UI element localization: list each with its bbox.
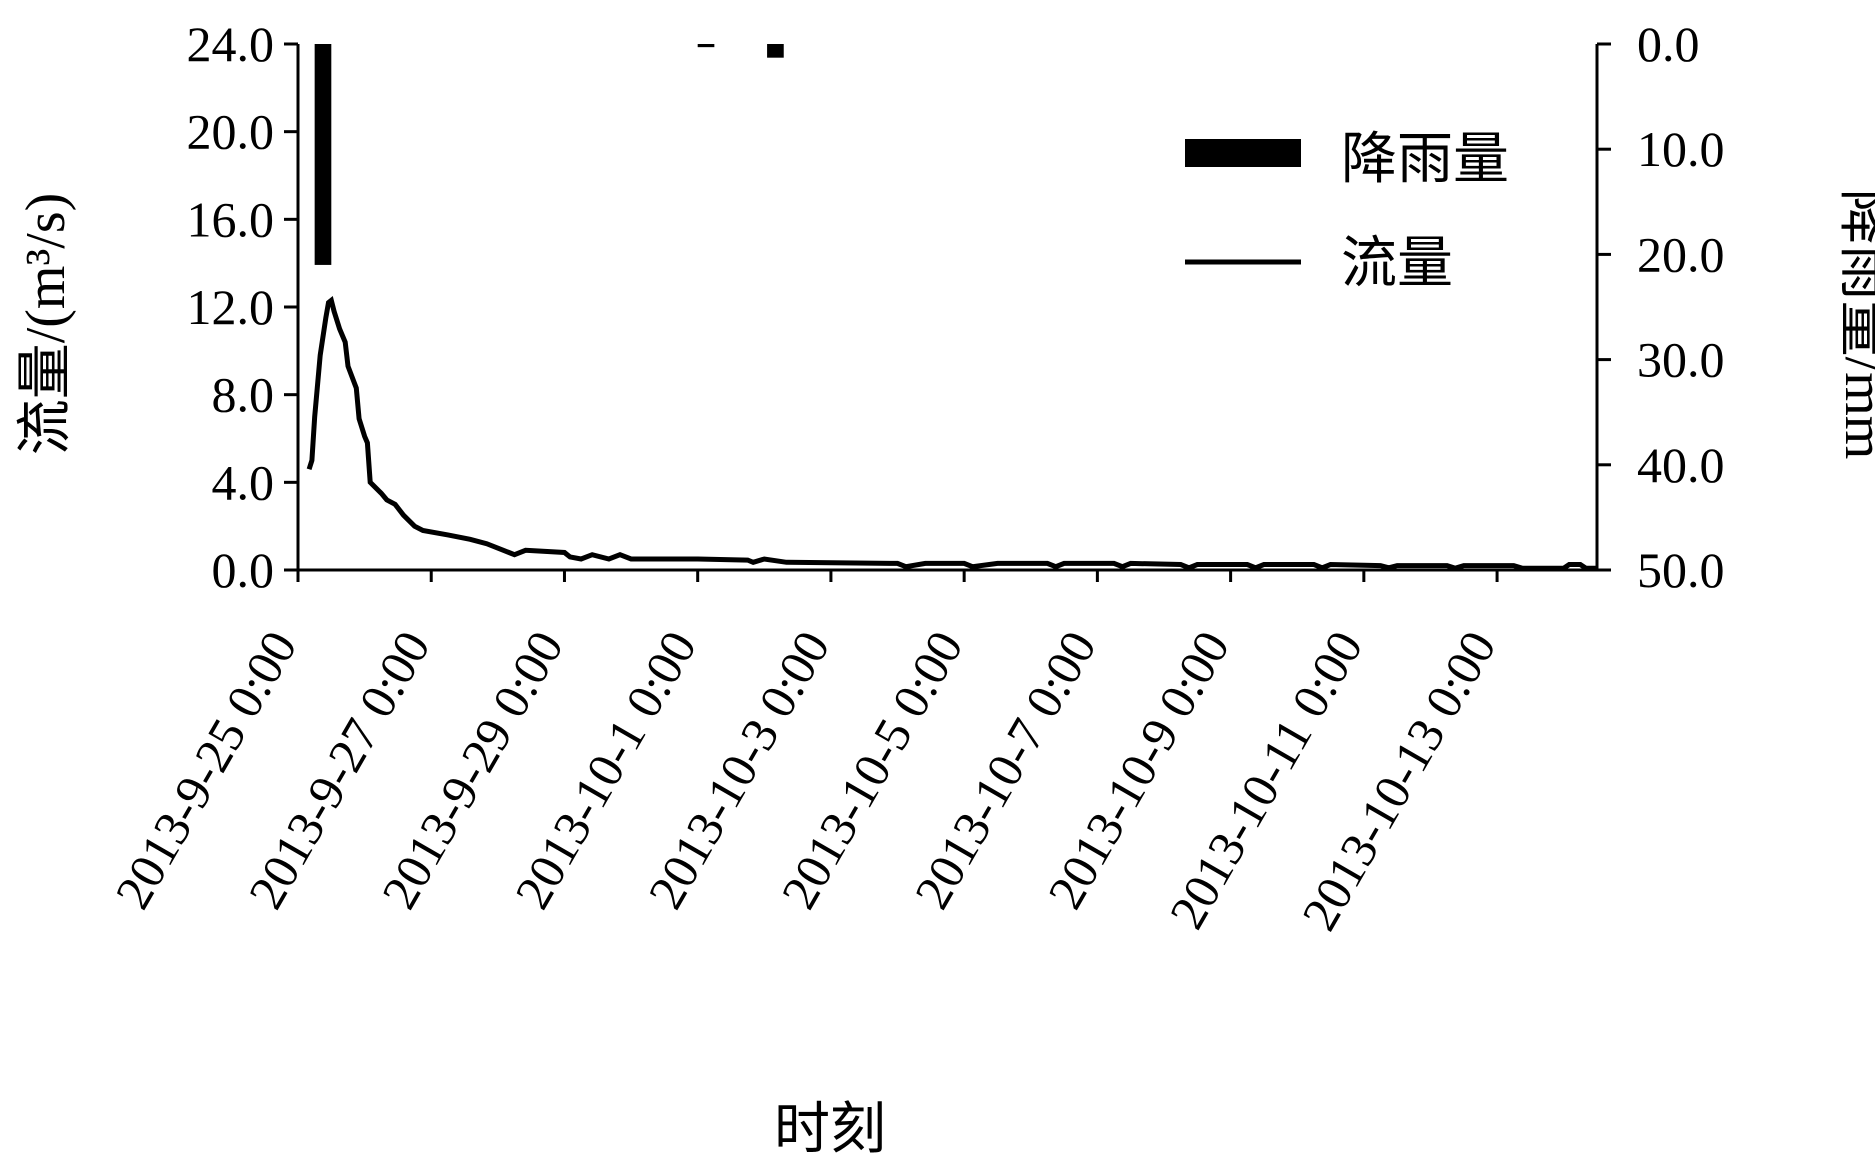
rainfall-bar: [314, 44, 332, 265]
flow-line: [306, 296, 1597, 571]
right-axis-tick-label: 50.0: [1637, 542, 1725, 598]
right-axis-tick-label: 30.0: [1637, 332, 1725, 388]
left-axis-tick-label: 24.0: [187, 16, 275, 72]
left-axis: 0.0 4.0 8.0 12.0 16.0 20.0 24.0: [187, 16, 298, 598]
x-axis-title: 时刻: [774, 1099, 886, 1161]
rainfall-bar: [697, 44, 715, 48]
y-axis-title-right: 降雨量/mm: [1833, 189, 1875, 460]
legend-swatch-rainfall: [1185, 139, 1301, 167]
legend-label-rainfall: 降雨量: [1341, 129, 1509, 191]
right-axis: 0.0 10.0 20.0 30.0 40.0 50.0: [1597, 16, 1725, 598]
legend: 降雨量 流量: [1185, 129, 1509, 295]
right-axis-tick-label: 10.0: [1637, 121, 1725, 177]
left-axis-tick-label: 4.0: [212, 454, 275, 510]
legend-label-flow: 流量: [1341, 233, 1453, 295]
left-axis-tick-label: 8.0: [212, 367, 275, 423]
plot-area: [296, 44, 1599, 572]
rainfall-bars: [314, 44, 784, 265]
left-axis-tick-label: 0.0: [212, 542, 275, 598]
right-axis-tick-label: 20.0: [1637, 226, 1725, 282]
right-axis-tick-label: 0.0: [1637, 16, 1700, 72]
right-axis-tick-label: 40.0: [1637, 437, 1725, 493]
y-axis-title-left: 流量/(m³/s): [15, 193, 77, 456]
rainfall-bar: [767, 44, 784, 58]
left-axis-tick-label: 12.0: [187, 279, 275, 335]
left-axis-tick-label: 16.0: [187, 191, 275, 247]
left-axis-tick-label: 20.0: [187, 104, 275, 160]
